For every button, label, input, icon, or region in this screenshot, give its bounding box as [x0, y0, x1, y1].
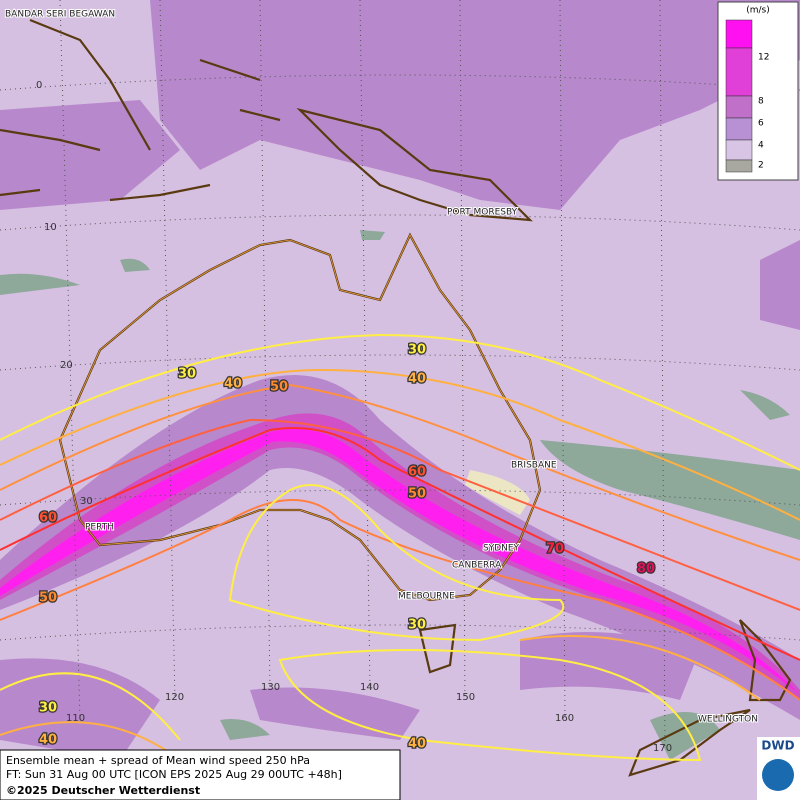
grid	[0, 0, 800, 751]
footer-box	[0, 749, 401, 800]
footer-line: ©2025 Deutscher Wetterdienst	[6, 784, 200, 797]
legend-unit: (m/s)	[746, 6, 770, 16]
contour-label: 50	[270, 380, 288, 395]
city-label: CANBERRA	[452, 561, 502, 571]
logo-text: DWD	[761, 739, 794, 753]
longitude-label: 110	[66, 713, 85, 724]
contour-label: 60	[39, 511, 57, 526]
contour-label: 30	[39, 701, 57, 716]
city-label: WELLINGTON	[698, 715, 758, 725]
contour-label: 30	[178, 367, 196, 382]
longitude-label: 130	[261, 682, 280, 693]
legend-swatch	[725, 159, 753, 173]
city-label: PERTH	[85, 523, 114, 533]
longitude-label: 140	[360, 682, 379, 693]
low-spread	[0, 230, 800, 760]
city-label: BRISBANE	[511, 461, 557, 471]
contour-label: 70	[546, 542, 564, 557]
legend-swatch	[725, 47, 753, 97]
contour-label: 50	[39, 591, 57, 606]
legend-swatch	[725, 19, 753, 49]
latitude-label: 10	[44, 222, 57, 233]
city-label: SYDNEY	[483, 544, 520, 554]
contour-label: 30	[408, 618, 426, 633]
latitude-label: 30	[80, 496, 93, 507]
legend-level: 8	[758, 97, 764, 107]
contour-label: 40	[39, 733, 57, 748]
legend-level: 12	[758, 53, 769, 63]
latitude-label: 20	[60, 360, 73, 371]
city-label: PORT MORESBY	[447, 208, 518, 218]
legend-swatch	[725, 139, 753, 161]
isotachs	[0, 333, 800, 762]
longitude-label: 150	[456, 692, 475, 703]
contour-label: 40	[408, 372, 426, 387]
longitude-label: 170	[653, 743, 672, 754]
contour-label: 60	[408, 465, 426, 480]
legend-level: 2	[758, 161, 764, 171]
city-label: MELBOURNE	[398, 592, 455, 602]
contour-label: 80	[637, 562, 655, 577]
footer-line: Ensemble mean + spread of Mean wind spee…	[6, 754, 310, 767]
longitude-label: 120	[165, 692, 184, 703]
legend-level: 4	[758, 141, 764, 151]
contour-label: 40	[224, 377, 242, 392]
logo-mark	[762, 759, 794, 791]
city-label: BANDAR SERI BEGAWAN	[5, 10, 115, 20]
contour-label: 30	[408, 343, 426, 358]
spread-core	[0, 413, 800, 700]
coastlines	[0, 18, 792, 777]
legend-level: 6	[758, 119, 764, 129]
legend-swatch	[725, 117, 753, 141]
contour-label: 40	[408, 737, 426, 752]
legend-swatch	[725, 95, 753, 119]
contour-label: 50	[408, 487, 426, 502]
latitude-label: 0	[36, 80, 42, 91]
footer-line: FT: Sun 31 Aug 00 UTC [ICON EPS 2025 Aug…	[6, 768, 342, 781]
longitude-label: 160	[555, 713, 574, 724]
